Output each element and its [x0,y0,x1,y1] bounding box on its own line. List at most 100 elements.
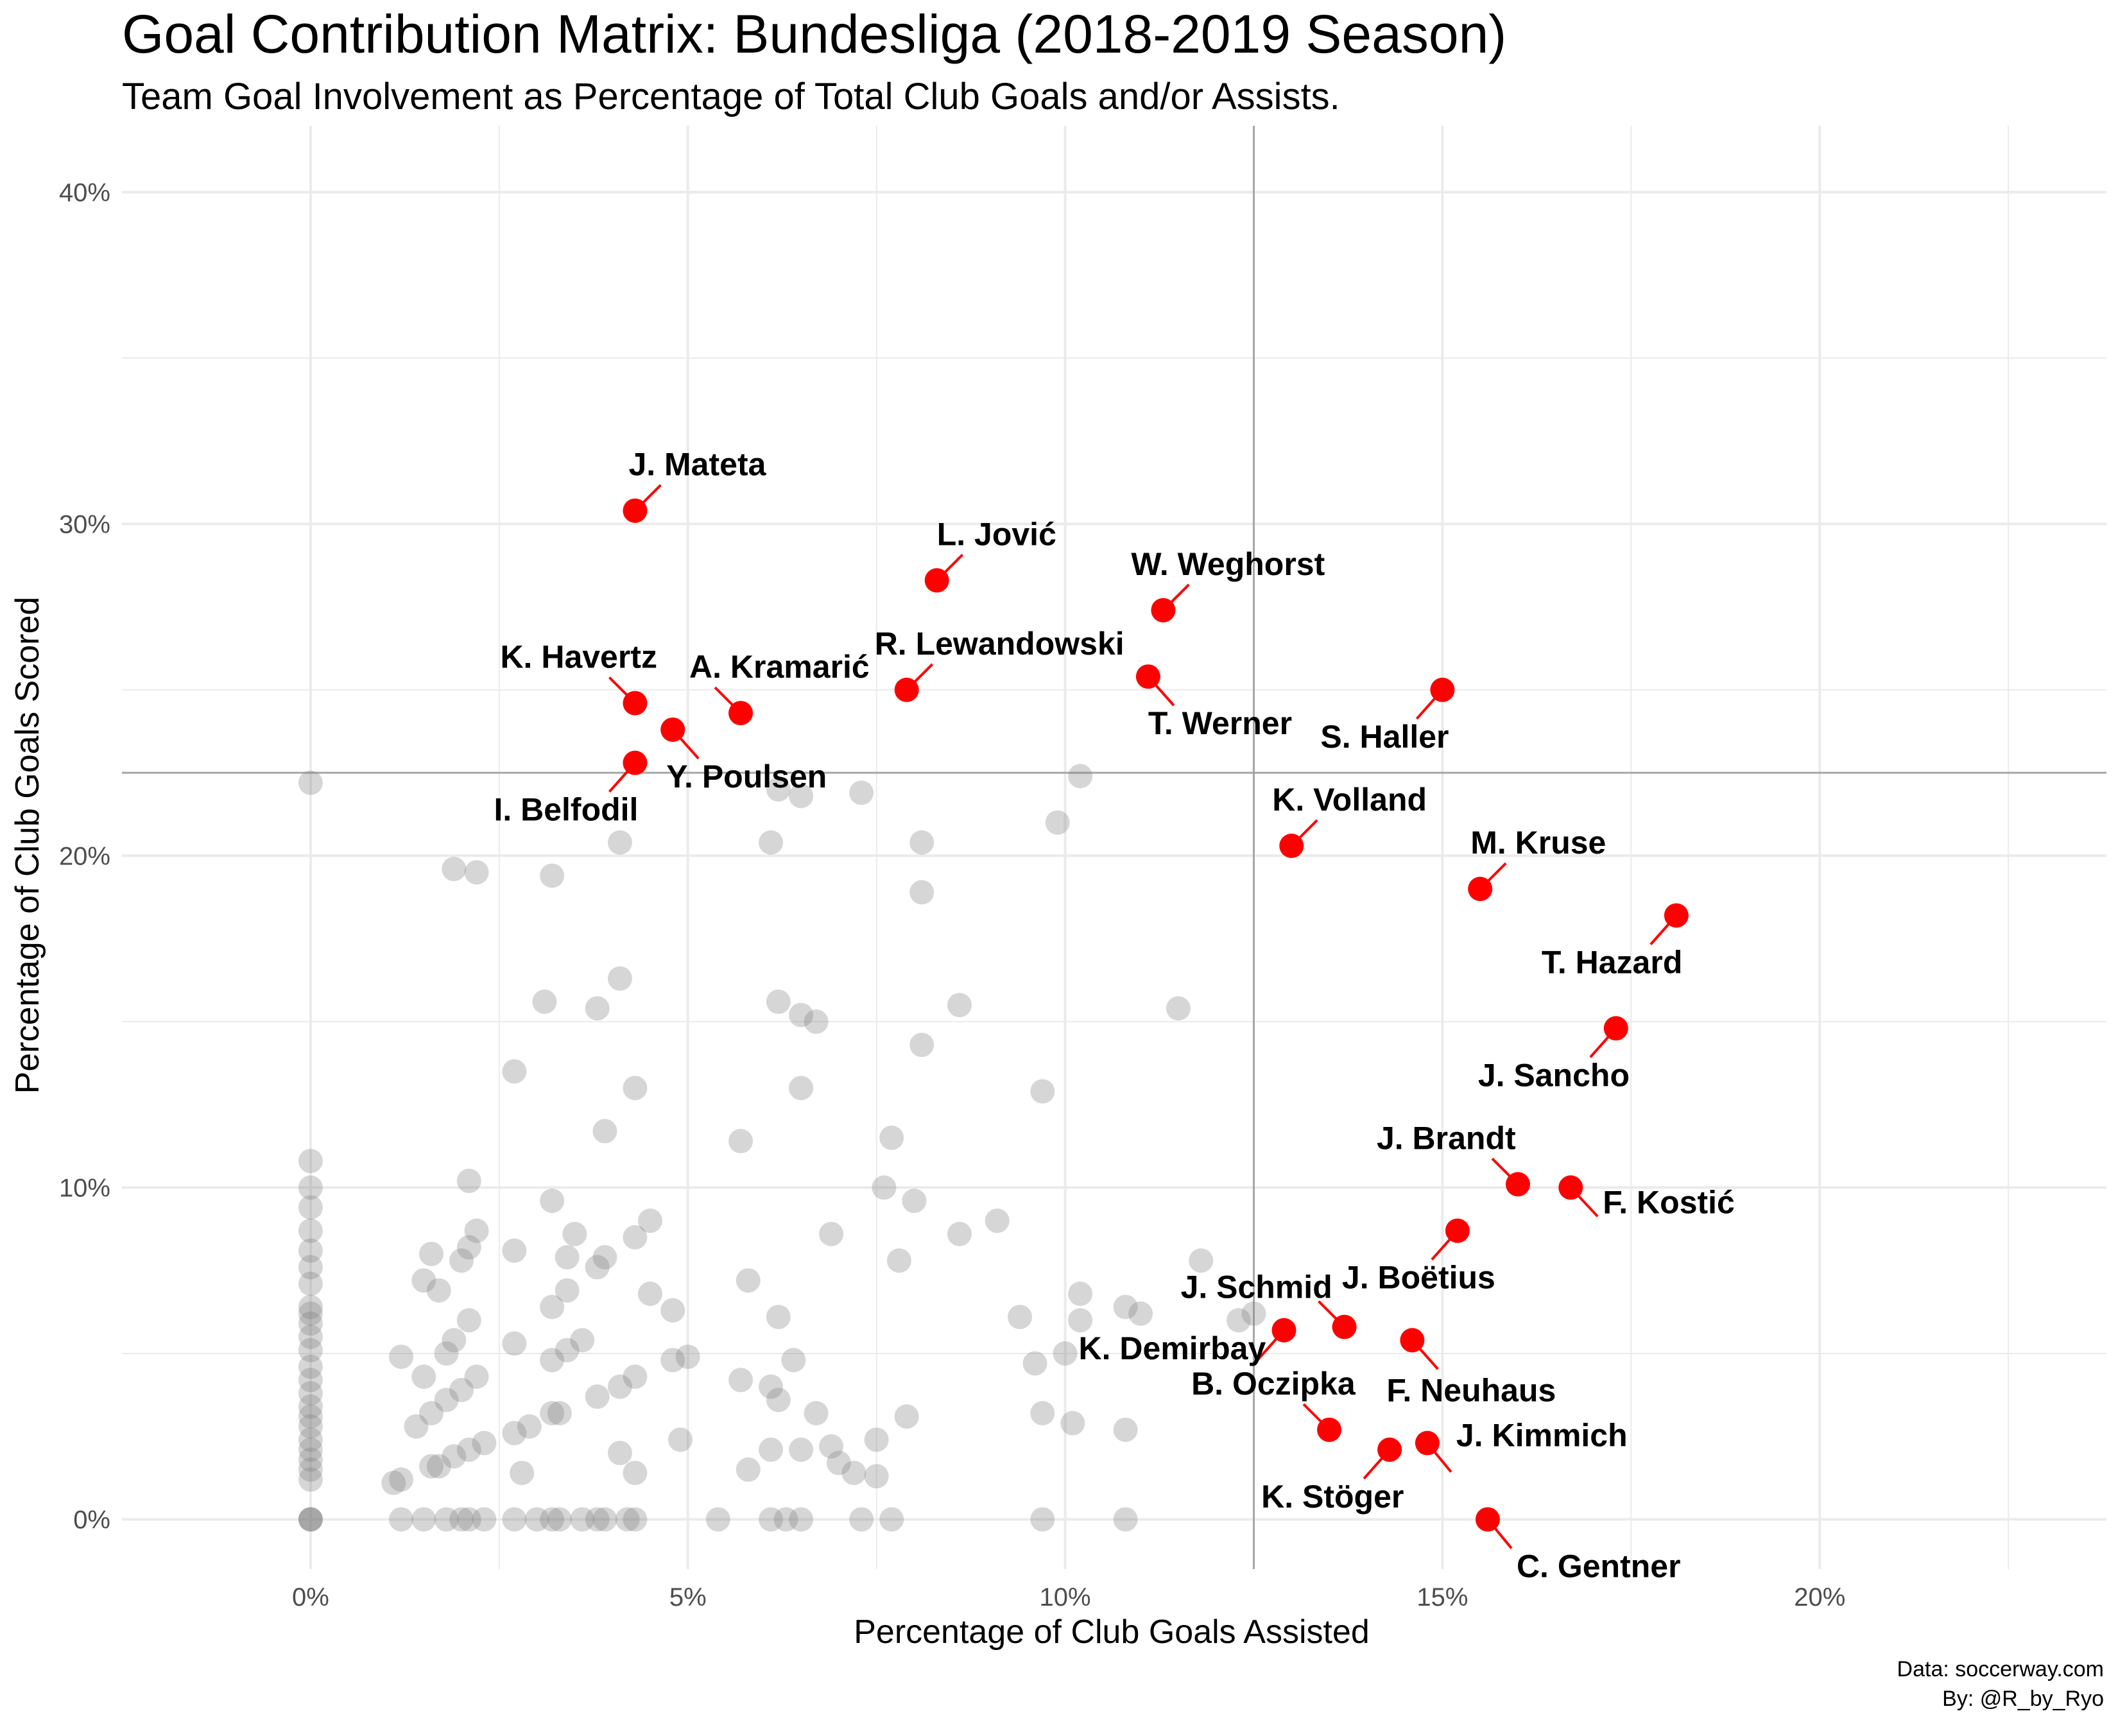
player-label: I. Belfodil [494,792,638,828]
data-point [411,1507,436,1532]
data-point [592,1507,617,1532]
data-point [864,1427,889,1452]
data-point [510,1461,535,1486]
chart-title: Goal Contribution Matrix: Bundesliga (20… [122,4,1506,64]
highlighted-point [1445,1218,1470,1243]
data-point [705,1507,730,1532]
data-point [298,1149,323,1174]
highlighted-point [660,717,685,742]
data-point [660,1348,685,1373]
highlighted-point [728,701,753,726]
highlighted-point [1279,833,1304,858]
data-point [1053,1341,1078,1366]
data-point [826,1450,851,1475]
data-point [1022,1351,1047,1376]
data-point [759,1507,784,1532]
data-point [773,1507,798,1532]
data-point [585,1507,610,1532]
data-point [449,1507,474,1532]
data-point [592,1119,617,1144]
other-players [298,764,1266,1532]
data-point [298,1255,323,1280]
highlighted-point [1505,1172,1530,1197]
data-point [524,1507,549,1532]
y-tick-label: 40% [59,178,110,207]
highlighted-point [1468,877,1493,902]
data-point [789,784,814,809]
data-point [894,1404,919,1429]
data-point [442,1444,467,1469]
data-point [766,989,791,1014]
data-point [298,1271,323,1296]
x-axis-title: Percentage of Club Goals Assisted [854,1613,1370,1651]
data-point [819,1434,844,1459]
data-point [540,1401,565,1426]
data-point [1030,1507,1055,1532]
data-point [298,1380,323,1405]
data-point [909,1033,934,1058]
y-tick-label: 30% [59,510,110,538]
reference-lines [122,126,2106,1569]
data-point [532,989,557,1014]
player-label: J. Schmid [1181,1269,1332,1305]
data-point [902,1189,927,1214]
data-point [388,1345,413,1370]
highlighted-point [1415,1431,1440,1456]
highlighted-point [1400,1328,1425,1353]
data-point [464,1364,489,1389]
player-label: J. Sancho [1478,1057,1630,1093]
data-point [517,1414,542,1439]
data-point [472,1431,497,1456]
data-point [637,1281,662,1306]
data-point [419,1401,444,1426]
data-point [456,1308,481,1333]
data-point [985,1208,1010,1233]
data-point [637,1208,662,1233]
highlighted-point [1135,664,1160,689]
data-point [547,1507,572,1532]
data-point [766,777,791,802]
x-tick-label: 10% [1040,1583,1091,1611]
highlighted-point [1430,677,1455,702]
data-point [298,1507,323,1532]
data-point [789,1076,814,1101]
data-point [298,1218,323,1243]
data-point [298,1175,323,1200]
data-point [298,1354,323,1379]
data-point [381,1470,406,1495]
data-point [419,1241,444,1266]
data-point [540,863,565,888]
highlighted-point [623,750,648,775]
highlighted-point [1317,1417,1342,1442]
data-point [570,1507,595,1532]
data-point [607,1441,632,1466]
data-point [736,1457,761,1482]
player-label: M. Kruse [1470,825,1606,861]
data-point [434,1388,459,1413]
data-point [298,1311,323,1336]
data-point [298,1325,323,1350]
caption-source: Data: soccerway.com [1897,1657,2104,1681]
player-label: S. Haller [1320,719,1449,755]
data-point [562,1221,587,1246]
data-point [298,1447,323,1472]
data-point [547,1401,572,1426]
data-point [1008,1305,1033,1330]
data-point [886,1248,911,1273]
data-point [615,1507,640,1532]
data-point [555,1245,580,1270]
data-point [298,1238,323,1263]
data-point [1060,1411,1085,1436]
data-point [789,1437,814,1462]
data-point [781,1348,806,1373]
data-point [426,1278,451,1303]
data-point [298,1394,323,1419]
data-point [766,1305,791,1330]
data-point [736,1268,761,1293]
player-label: A. Kramarić [689,649,870,685]
highlighted-point [894,677,919,702]
data-point [759,830,784,855]
data-point [449,1377,474,1402]
data-point [540,1189,565,1214]
data-point [419,1454,444,1479]
